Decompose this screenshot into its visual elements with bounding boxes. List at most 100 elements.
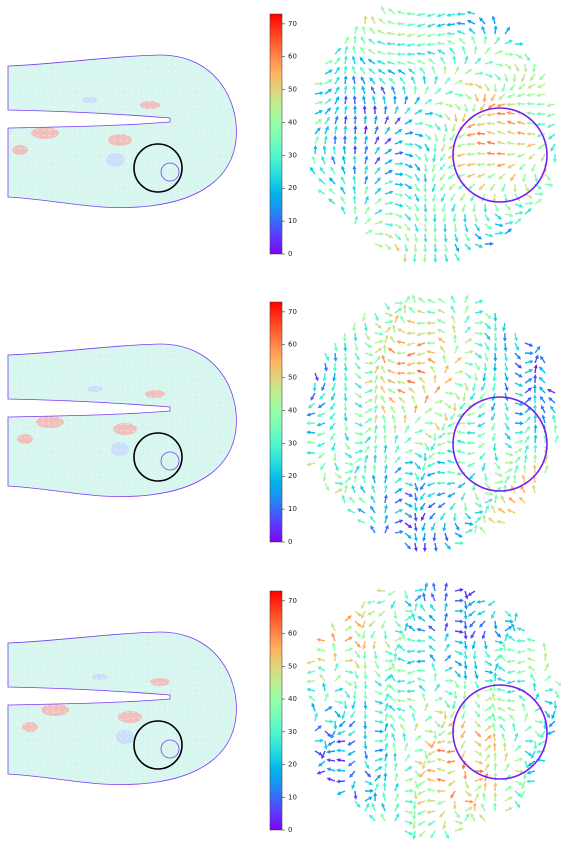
quiver-head xyxy=(433,259,437,263)
specimen-arrow xyxy=(72,404,73,407)
specimen-arrow xyxy=(30,693,32,695)
specimen-arrow xyxy=(144,118,147,119)
specimen-arrow xyxy=(186,494,187,497)
specimen-arrow xyxy=(234,371,236,374)
quiver-head xyxy=(464,108,468,112)
quiver-head xyxy=(454,229,458,233)
quiver-head xyxy=(442,219,446,223)
specimen-arrow xyxy=(216,200,218,202)
quiver-head xyxy=(344,45,348,49)
specimen-arrow xyxy=(30,698,31,701)
quiver-head xyxy=(352,75,356,79)
quiver-head xyxy=(354,25,358,29)
specimen-arrow xyxy=(174,495,176,497)
quiver-head xyxy=(352,328,356,332)
quiver-head xyxy=(519,440,523,444)
specimen-arrow xyxy=(132,785,135,786)
specimen-arrow xyxy=(108,55,109,58)
quiver-head xyxy=(399,519,403,523)
specimen-arrow xyxy=(156,118,158,120)
specimen-arrow xyxy=(204,778,207,779)
quiver-head xyxy=(363,105,367,109)
quiver-head xyxy=(416,310,420,314)
quiver-head xyxy=(536,112,540,116)
quiver-head xyxy=(493,89,497,93)
specimen-arrow xyxy=(96,700,99,701)
specimen-arrow xyxy=(60,344,61,347)
specimen-arrow xyxy=(24,784,27,785)
specimen-arrow xyxy=(228,461,230,463)
specimen-arrow xyxy=(204,200,206,202)
quiver-head xyxy=(364,328,368,332)
quiver-head xyxy=(466,142,470,146)
specimen-arrow xyxy=(228,467,230,469)
specimen-arrow xyxy=(216,773,218,775)
specimen-arrow xyxy=(60,117,63,118)
specimen-arrow xyxy=(210,489,212,491)
specimen-arrow xyxy=(78,404,79,407)
specimen-arrow xyxy=(222,344,223,347)
quiver-head xyxy=(396,340,400,344)
quiver-head xyxy=(403,414,407,418)
specimen-arrow xyxy=(234,195,237,196)
strain-blob xyxy=(41,704,69,716)
specimen-arrow xyxy=(204,195,207,196)
quiver-head xyxy=(454,119,458,123)
specimen-arrow xyxy=(12,779,15,780)
quiver-head xyxy=(444,248,448,252)
quiver-head xyxy=(480,510,484,514)
quiver-head xyxy=(373,464,377,468)
quiver-head xyxy=(344,65,348,69)
specimen-arrow xyxy=(30,58,33,59)
quiver-head xyxy=(344,85,348,89)
quiver-head xyxy=(426,321,430,325)
quiver-head xyxy=(552,414,556,418)
quiver-head xyxy=(320,91,324,95)
strain-blob xyxy=(87,386,103,392)
quiver-head xyxy=(516,131,520,135)
quiver-head xyxy=(462,208,466,212)
specimen-arrow xyxy=(180,495,182,497)
specimen-arrow xyxy=(228,189,231,190)
specimen-arrow xyxy=(192,201,195,202)
quiver-head xyxy=(469,350,473,354)
specimen-arrow xyxy=(234,395,237,397)
quiver-head xyxy=(379,340,383,344)
quiver-head xyxy=(550,183,554,187)
quiver-head xyxy=(406,320,410,324)
specimen-arrow xyxy=(36,412,39,413)
quiver-head xyxy=(465,294,469,298)
specimen-arrow xyxy=(222,371,225,372)
specimen-arrow xyxy=(36,346,39,347)
quiver-head xyxy=(483,209,487,213)
quiver-head xyxy=(433,219,437,223)
specimen-arrow xyxy=(192,206,195,208)
quiver-head xyxy=(422,467,426,471)
specimen-arrow xyxy=(66,404,67,407)
quiver-head xyxy=(462,398,466,402)
quiver-head xyxy=(364,145,368,149)
quiver-head xyxy=(352,175,356,179)
colorbar-tick-label: 20 xyxy=(288,472,297,480)
quiver-head xyxy=(374,115,378,119)
specimen-arrow xyxy=(36,124,39,125)
specimen-arrow xyxy=(138,208,141,209)
specimen-arrow xyxy=(18,208,21,209)
specimen-arrow xyxy=(60,57,63,58)
quiver-head xyxy=(446,460,450,464)
specimen-arrow xyxy=(102,695,105,696)
quiver-head xyxy=(415,228,419,232)
specimen-arrow xyxy=(18,401,20,403)
specimen-arrow xyxy=(234,94,237,95)
colorbar-tick-label: 0 xyxy=(288,538,292,546)
specimen-arrow xyxy=(18,118,21,119)
quiver-head xyxy=(509,453,513,457)
quiver-head xyxy=(492,15,496,19)
specimen xyxy=(8,55,237,210)
quiver-head xyxy=(393,95,397,99)
colorbar-tick-label: 50 xyxy=(288,374,297,382)
quiver-head xyxy=(342,155,346,159)
quiver-head xyxy=(536,102,540,106)
quiver-head xyxy=(333,368,337,372)
specimen-arrow xyxy=(78,205,79,208)
